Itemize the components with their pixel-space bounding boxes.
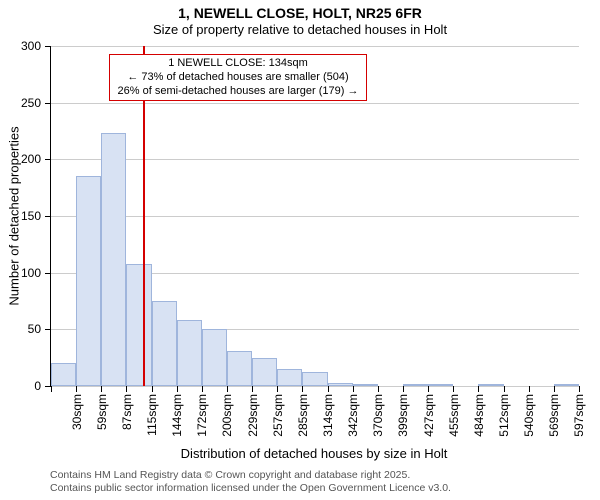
annotation-line: 1 NEWELL CLOSE: 134sqm [114,57,362,71]
annotation-line: 26% of semi-detached houses are larger (… [114,85,362,99]
y-tick-label: 150 [21,209,41,223]
histogram-bar [202,329,227,386]
x-axis-label: Distribution of detached houses by size … [181,446,448,461]
x-tick-mark [478,386,479,392]
footer-attribution: Contains HM Land Registry data © Crown c… [50,469,451,496]
y-tick-mark [45,46,51,47]
histogram-bar [152,301,177,386]
gridline [51,103,579,104]
x-tick-mark [51,386,52,392]
histogram-bar [126,264,151,386]
histogram-bar [51,363,76,386]
x-tick-label: 172sqm [195,394,209,444]
y-tick-label: 300 [21,39,41,53]
x-tick-mark [126,386,127,392]
x-tick-mark [277,386,278,392]
y-tick-label: 50 [28,322,41,336]
x-tick-mark [227,386,228,392]
x-tick-label: 144sqm [170,394,184,444]
y-tick-label: 250 [21,96,41,110]
x-tick-label: 399sqm [396,394,410,444]
x-tick-mark [302,386,303,392]
x-tick-label: 427sqm [422,394,436,444]
x-tick-mark [529,386,530,392]
plot-area: 05010015020025030030sqm59sqm87sqm115sqm1… [50,46,579,387]
y-axis-label: Number of detached properties [7,126,22,305]
chart-title: 1, NEWELL CLOSE, HOLT, NR25 6FR [0,0,600,22]
y-tick-label: 0 [34,379,41,393]
footer-line-2: Contains public sector information licen… [50,482,451,496]
x-tick-label: 597sqm [572,394,586,444]
x-tick-mark [101,386,102,392]
x-tick-mark [579,386,580,392]
histogram-bar [428,384,453,386]
histogram-bar [478,384,503,386]
y-tick-mark [45,216,51,217]
histogram-bar [403,384,428,386]
x-tick-label: 455sqm [447,394,461,444]
x-tick-mark [152,386,153,392]
x-tick-label: 342sqm [346,394,360,444]
x-tick-label: 484sqm [472,394,486,444]
chart-subtitle: Size of property relative to detached ho… [0,22,600,39]
x-tick-mark [252,386,253,392]
annotation-box: 1 NEWELL CLOSE: 134sqm← 73% of detached … [109,54,367,101]
histogram-bar [101,133,126,386]
y-tick-mark [45,329,51,330]
histogram-bar [252,358,277,386]
x-tick-label: 30sqm [70,394,84,444]
y-tick-mark [45,273,51,274]
x-tick-mark [76,386,77,392]
y-tick-mark [45,159,51,160]
annotation-line: ← 73% of detached houses are smaller (50… [114,71,362,85]
x-tick-label: 540sqm [522,394,536,444]
x-tick-label: 59sqm [95,394,109,444]
footer-line-1: Contains HM Land Registry data © Crown c… [50,469,451,483]
histogram-bar [177,320,202,386]
x-tick-mark [202,386,203,392]
histogram-bar [302,372,327,386]
x-tick-label: 314sqm [321,394,335,444]
x-tick-label: 87sqm [120,394,134,444]
x-tick-label: 569sqm [547,394,561,444]
histogram-bar [554,384,579,386]
x-tick-label: 285sqm [296,394,310,444]
x-tick-mark [453,386,454,392]
x-tick-label: 512sqm [497,394,511,444]
x-tick-mark [177,386,178,392]
x-tick-mark [353,386,354,392]
x-tick-mark [554,386,555,392]
x-tick-label: 115sqm [145,394,159,444]
gridline [51,216,579,217]
histogram-bar [227,351,252,386]
gridline [51,386,579,387]
x-tick-mark [378,386,379,392]
y-tick-label: 100 [21,266,41,280]
x-tick-mark [328,386,329,392]
x-tick-mark [403,386,404,392]
gridline [51,46,579,47]
x-tick-mark [504,386,505,392]
x-tick-label: 257sqm [271,394,285,444]
y-tick-mark [45,103,51,104]
x-tick-mark [428,386,429,392]
histogram-bar [277,369,302,386]
gridline [51,159,579,160]
histogram-bar [353,384,378,386]
histogram-bar [76,176,101,386]
x-tick-label: 200sqm [220,394,234,444]
y-tick-label: 200 [21,152,41,166]
x-tick-label: 370sqm [371,394,385,444]
x-tick-label: 229sqm [246,394,260,444]
histogram-bar [328,383,353,386]
